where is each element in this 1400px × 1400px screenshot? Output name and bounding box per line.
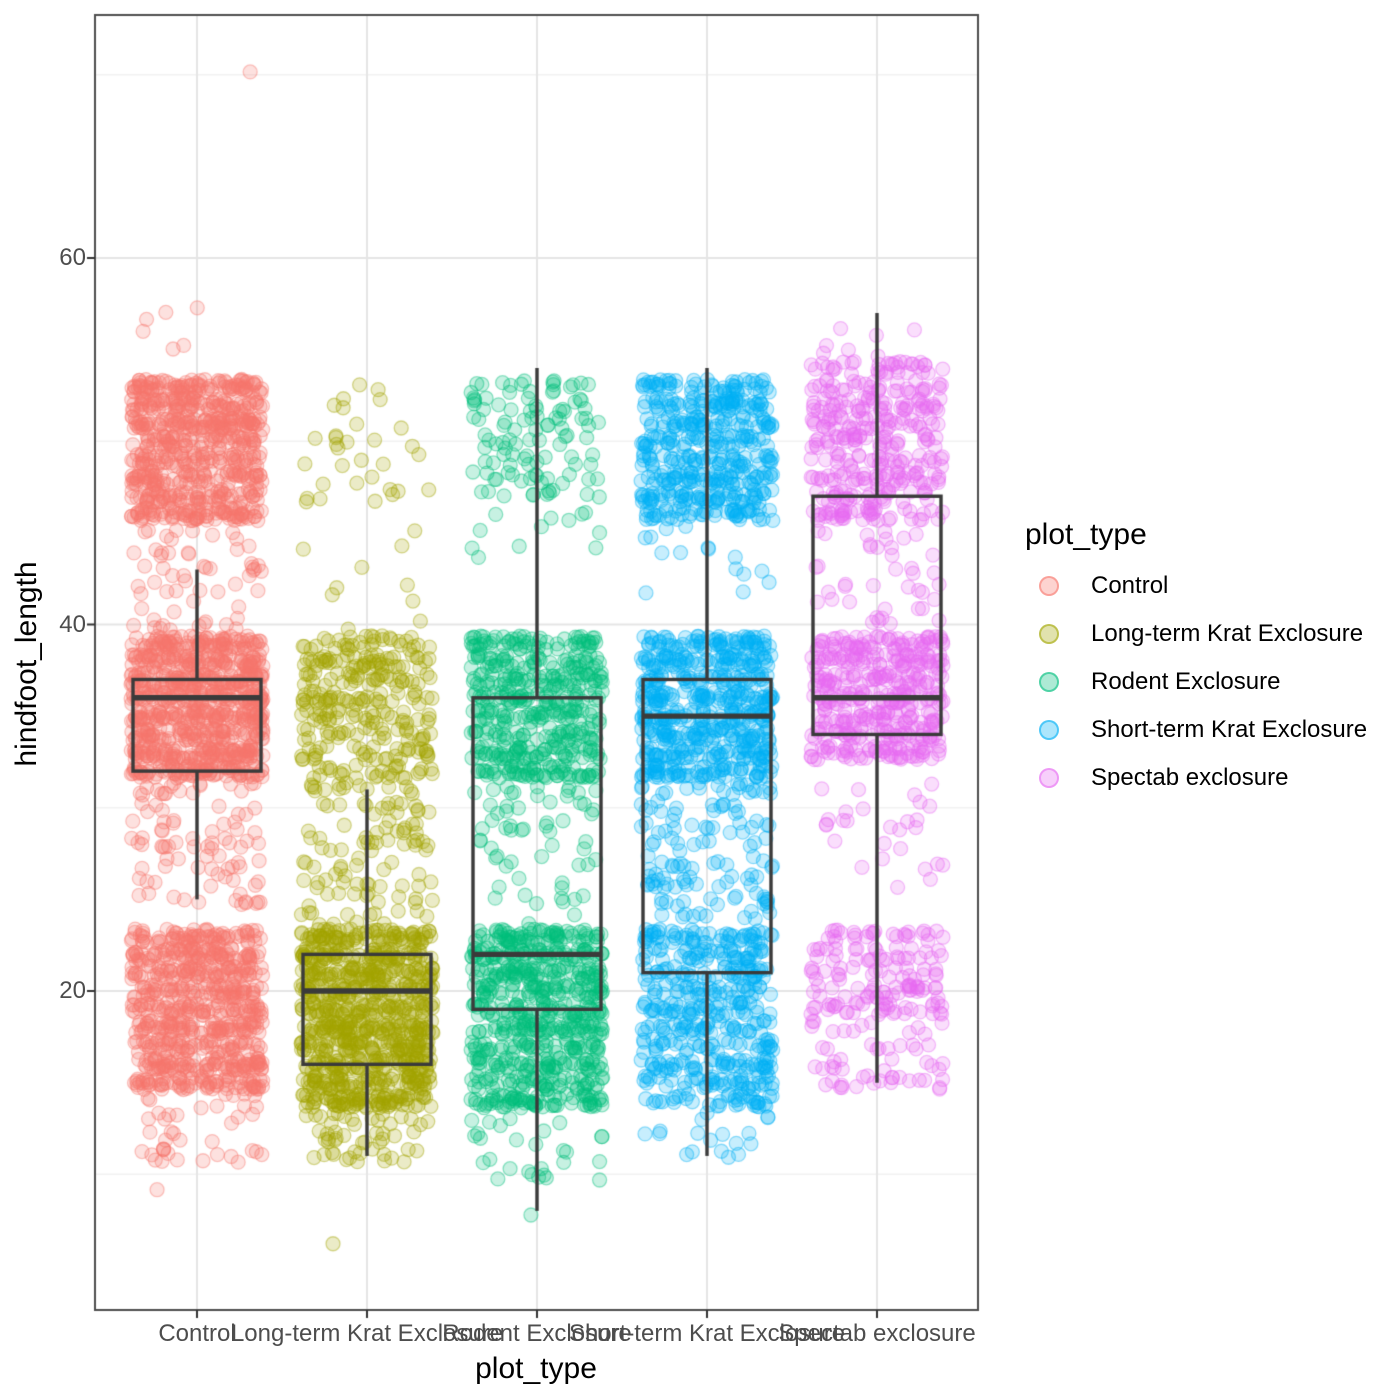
x-axis-title: plot_type [475,1352,597,1385]
x-tick-label: Short-term Krat Exclosure [568,1320,846,1347]
x-tick-label: Rodent Exclosure [442,1320,632,1347]
legend-entry-label: Short-term Krat Exclosure [1091,716,1368,743]
legend-entry: Control [1025,562,1367,610]
legend-key-point-icon [1039,768,1059,788]
y-tick-label: 20 [59,977,86,1004]
x-tick-label: Control [158,1320,236,1347]
y-tick-label: 40 [59,610,86,638]
legend-entry-label: Rodent Exclosure [1091,668,1281,695]
legend-key-point-icon [1039,624,1059,644]
legend-entry-label: Spectab exclosure [1091,764,1289,791]
legend-entry: Short-term Krat Exclosure [1025,706,1367,754]
legend-entry: Spectab exclosure [1025,754,1367,802]
legend-key-point-icon [1039,576,1059,596]
y-tick-label: 60 [59,244,86,271]
x-tick-label: Spectab exclosure [778,1320,976,1347]
legend-key-point-icon [1039,672,1059,692]
legend-title: plot_type [1025,518,1147,551]
legend-entry: Long-term Krat Exclosure [1025,610,1367,658]
legend: plot_type Control Long-term Krat Exclosur… [1025,520,1367,802]
y-axis-title: hindfoot_length [10,561,43,767]
legend-entry: Rodent Exclosure [1025,658,1367,706]
x-tick-label: Long-term Krat Exclosure [230,1320,504,1347]
legend-entry-label: Long-term Krat Exclosure [1091,620,1364,647]
legend-entry-label: Control [1091,572,1169,599]
legend-key-point-icon [1039,720,1059,740]
legend-entries: Control Long-term Krat Exclosure Rodent Ex… [1025,562,1367,802]
